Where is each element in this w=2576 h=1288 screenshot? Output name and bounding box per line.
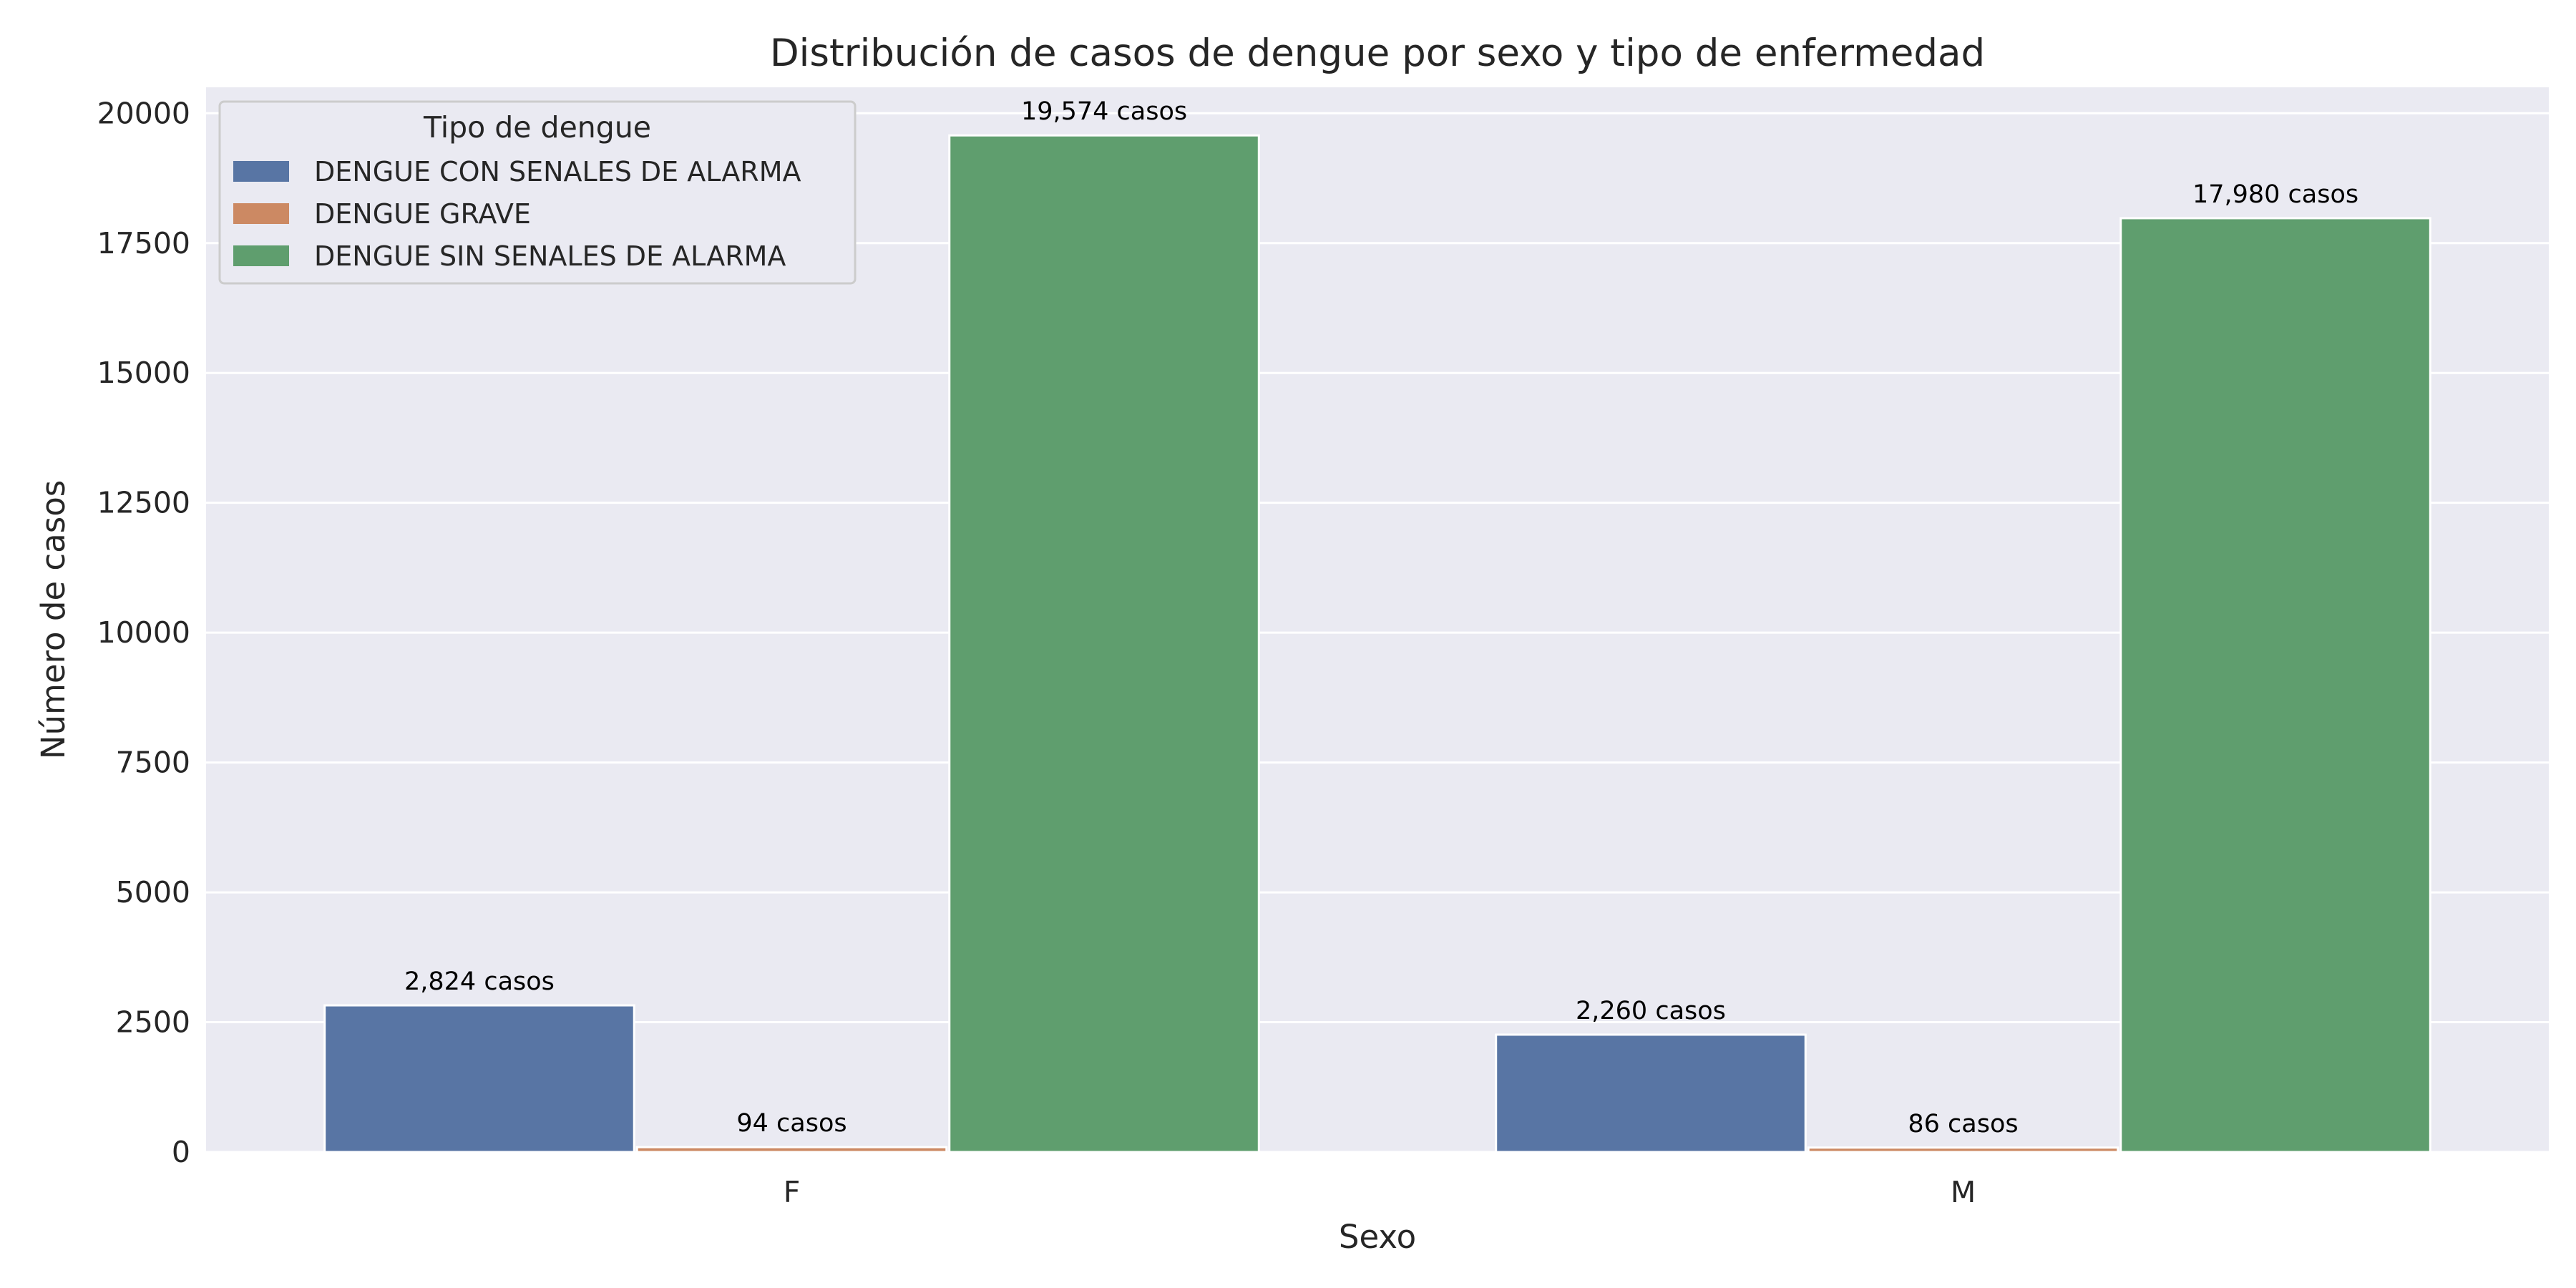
x-tick-label: F bbox=[784, 1175, 801, 1209]
x-axis-label: Sexo bbox=[1339, 1218, 1416, 1256]
bar-value-label: 86 casos bbox=[1908, 1110, 2018, 1138]
bar-value-label: 2,260 casos bbox=[1576, 997, 1726, 1025]
y-tick-label: 20000 bbox=[97, 96, 190, 130]
bar-value-label: 19,574 casos bbox=[1021, 97, 1187, 126]
bar bbox=[635, 1146, 948, 1153]
y-tick-label: 10000 bbox=[97, 615, 190, 650]
data-labels: 2,824 casos 94 casos 19,574 casos 2,260 cas… bbox=[404, 97, 2358, 1138]
y-tick-label: 7500 bbox=[116, 746, 190, 780]
legend-label: DENGUE GRAVE bbox=[314, 198, 531, 230]
bar bbox=[948, 134, 1260, 1153]
y-tick-label: 15000 bbox=[97, 356, 190, 390]
y-tick-label: 2500 bbox=[116, 1005, 190, 1040]
legend-label: DENGUE CON SENALES DE ALARMA bbox=[314, 156, 801, 187]
legend-swatch bbox=[233, 161, 289, 182]
bars bbox=[323, 134, 2431, 1153]
y-tick-label: 5000 bbox=[116, 875, 190, 909]
bar bbox=[1495, 1033, 1807, 1153]
x-tick-label: M bbox=[1951, 1175, 1976, 1209]
bar-value-label: 2,824 casos bbox=[404, 967, 555, 996]
bar bbox=[2119, 217, 2431, 1153]
legend-box bbox=[218, 100, 857, 285]
bar-value-label: 94 casos bbox=[736, 1109, 847, 1138]
bar bbox=[1807, 1146, 2119, 1153]
legend-label: DENGUE SIN SENALES DE ALARMA bbox=[314, 240, 786, 272]
bar-value-label: 17,980 casos bbox=[2192, 180, 2358, 209]
y-axis-label: Número de casos bbox=[34, 480, 72, 759]
legend: Tipo de dengue DENGUE CON SENALES DE ALA… bbox=[218, 100, 857, 285]
y-tick-label: 0 bbox=[172, 1135, 190, 1169]
y-axis-ticks: 0 2500 5000 7500 10000 12500 15000 17500 20000 bbox=[97, 96, 190, 1169]
legend-swatch bbox=[233, 203, 289, 224]
legend-swatch bbox=[233, 245, 289, 266]
chart-title: Distribución de casos de dengue por sexo… bbox=[770, 31, 1985, 75]
bar bbox=[323, 1004, 635, 1153]
legend-items: DENGUE CON SENALES DE ALARMA DENGUE GRAVE… bbox=[233, 156, 801, 272]
y-tick-label: 12500 bbox=[97, 486, 190, 520]
y-tick-label: 17500 bbox=[97, 226, 190, 260]
legend-title: Tipo de dengue bbox=[423, 110, 651, 145]
